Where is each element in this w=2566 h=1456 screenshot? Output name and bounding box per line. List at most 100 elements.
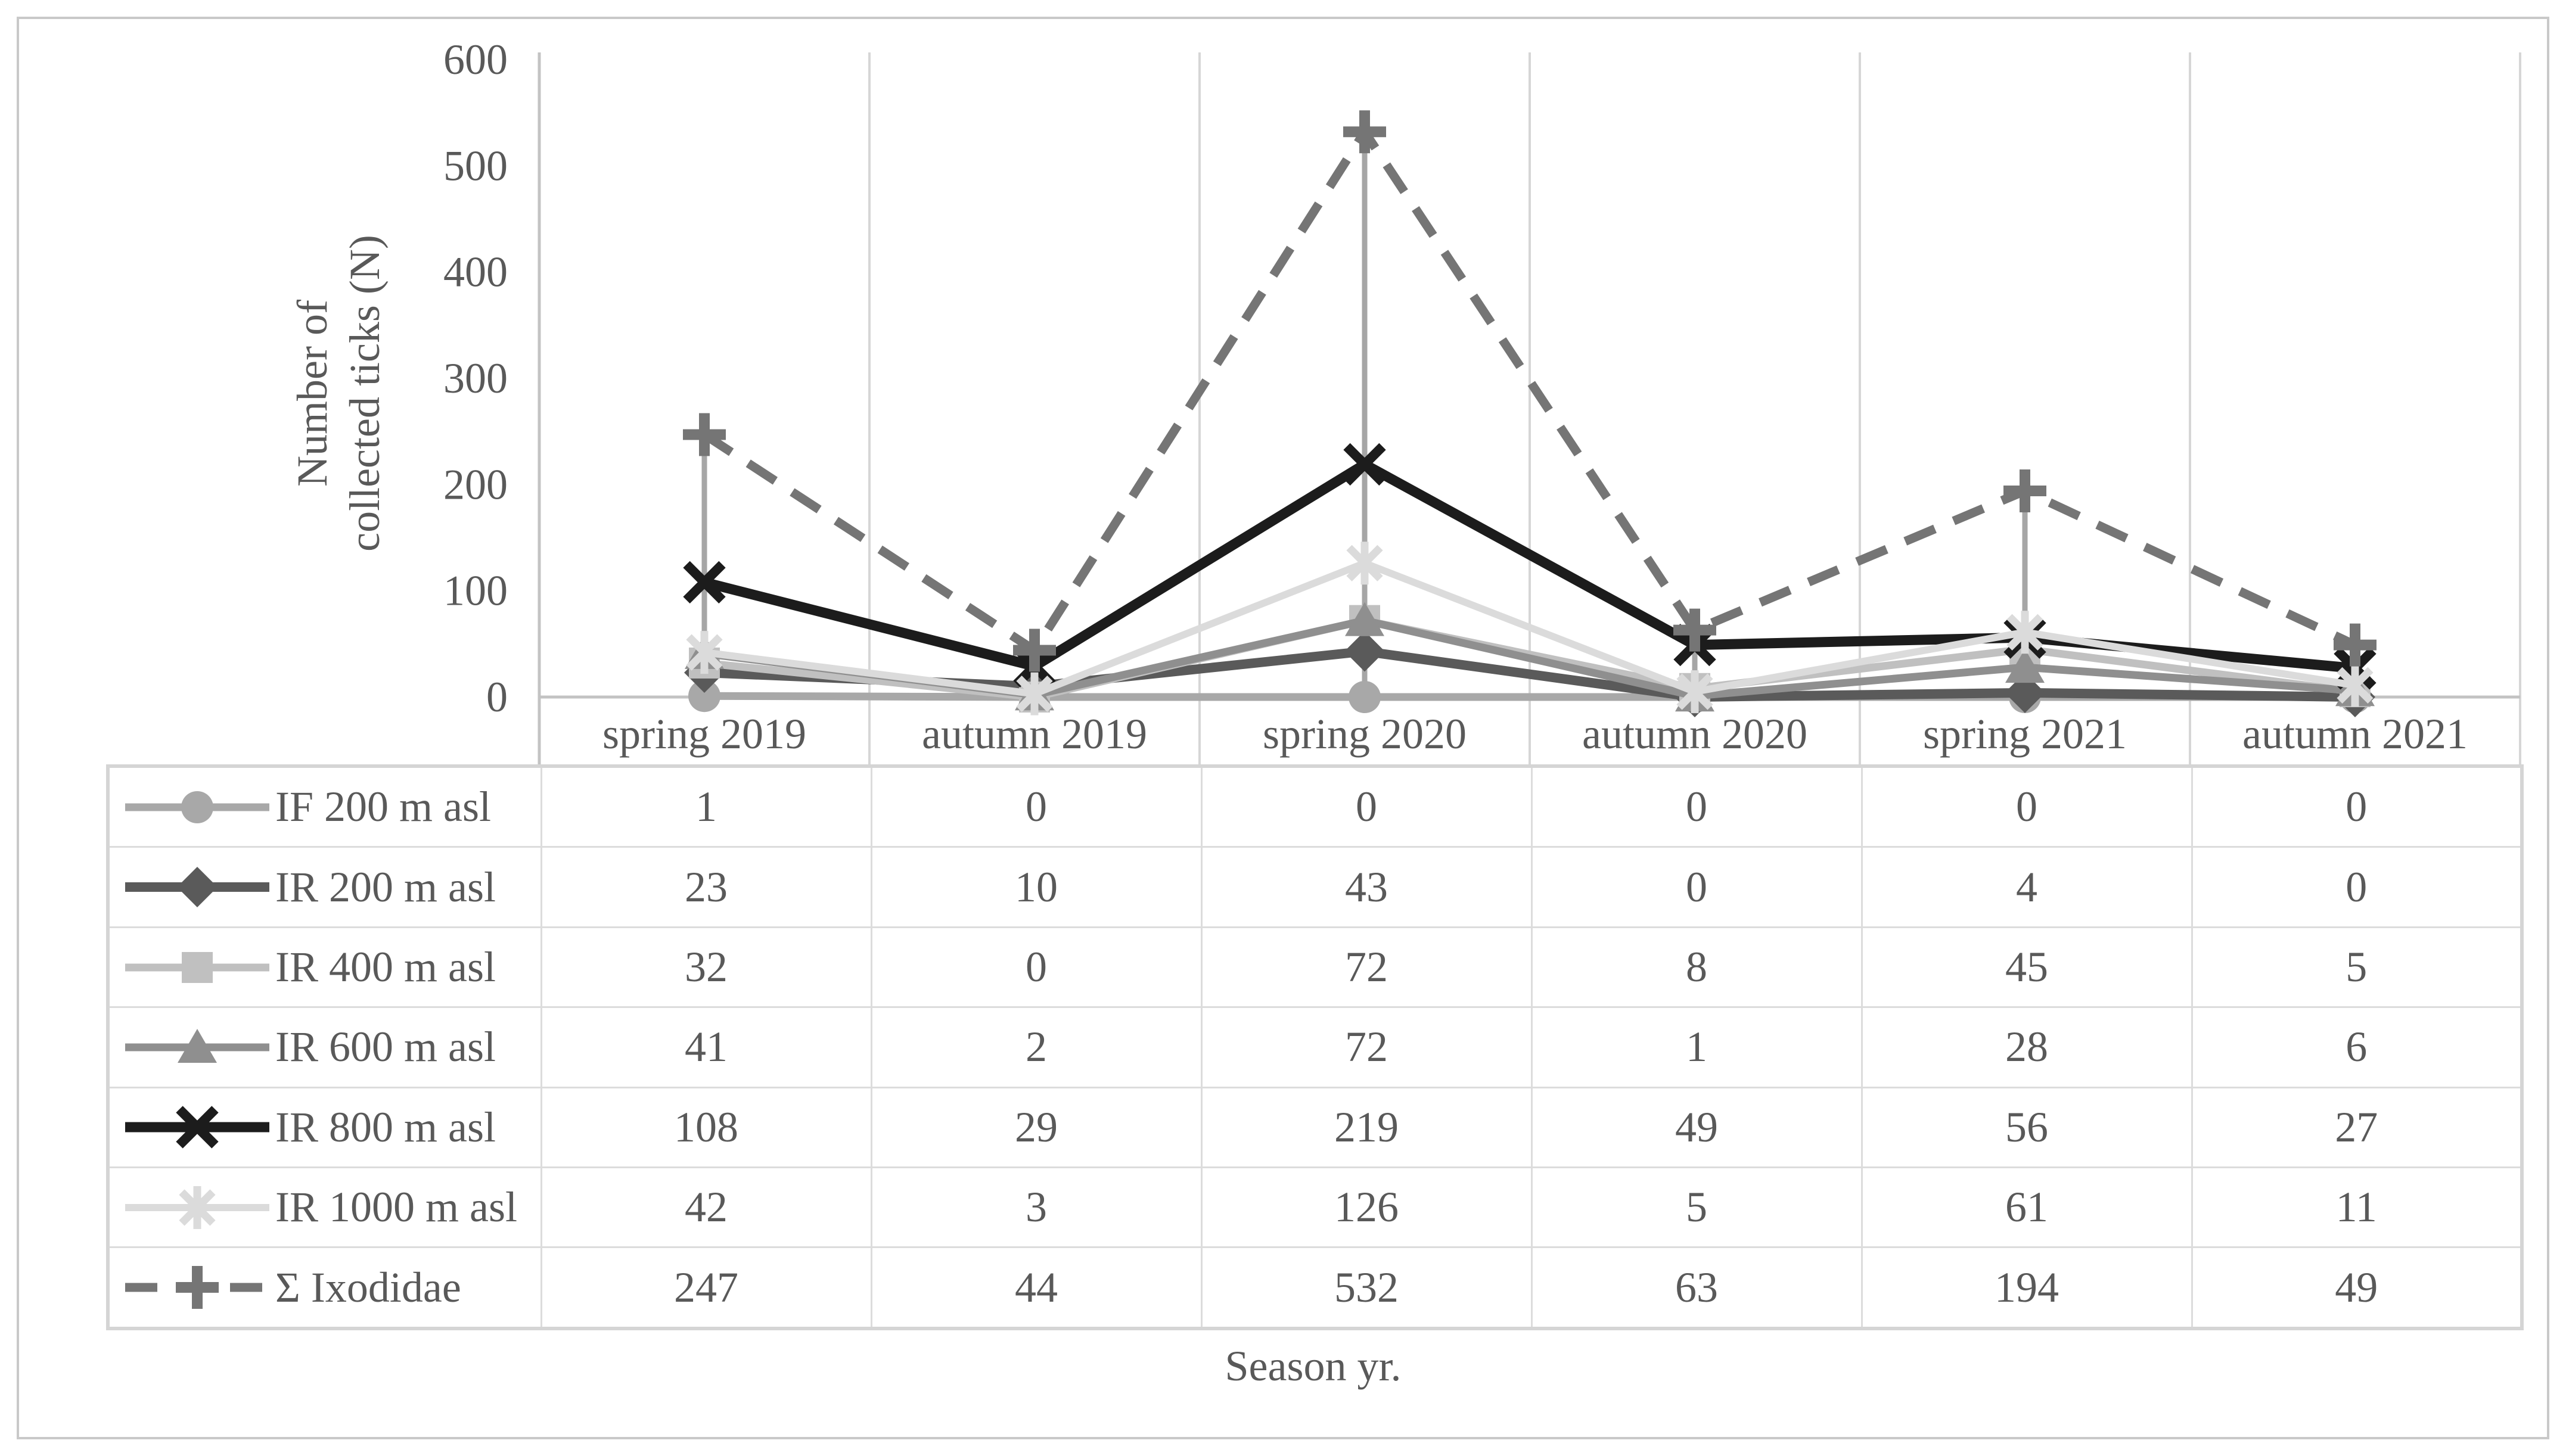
star-marker [2006,611,2043,654]
x-category-label: autumn 2020 [1582,710,1807,758]
y-tick-label: 600 [443,36,508,83]
x-marker [176,1106,219,1149]
y-tick-label: 0 [486,673,508,721]
x-category-label: spring 2020 [1263,710,1467,758]
value-cell: 0 [1860,765,2193,848]
value-cell: 27 [2191,1086,2523,1169]
value-cell: 0 [870,765,1203,848]
y-tick-label: 300 [443,354,508,402]
legend-key-x-icon [125,1106,269,1149]
value-cell: 61 [1860,1166,2193,1249]
star-marker [2337,664,2374,707]
value-cell: 4 [1860,846,2193,928]
legend-key-and-label: IR 600 m asl [110,1010,540,1084]
legend-key-and-label: IR 200 m asl [110,850,540,924]
y-tick-label: 500 [443,142,508,189]
series-name: Σ Ixodidae [275,1263,461,1311]
value-cell: 0 [1200,765,1533,848]
value-cell: 44 [870,1246,1203,1330]
value-cell: 32 [540,926,872,1009]
y-tick-label: 200 [443,461,508,508]
series-line-5 [701,559,2359,698]
series-line-6 [701,127,2357,655]
value-cell: 10 [870,846,1203,928]
x-marker [1343,443,1386,486]
legend-cell: IF 200 m asl [107,765,542,848]
value-cell: 3 [870,1166,1203,1249]
table-row: IR 200 m asl 23 10 43 0 4 0 [107,846,2523,928]
x-category-label: spring 2021 [1923,710,2127,758]
table-row: IF 200 m asl 1 0 0 0 0 0 [107,765,2523,848]
legend-key-diamond-icon [125,867,269,908]
legend-key-and-label: Σ Ixodidae [110,1250,540,1324]
series-name: IR 200 m asl [275,863,496,911]
x-axis-title: Season yr. [1225,1342,1402,1390]
x-category-label: autumn 2021 [2242,710,2468,758]
plus-marker [1673,608,1716,652]
triangle-marker [178,1028,217,1063]
value-cell: 29 [870,1086,1203,1169]
legend-key-and-label: IR 1000 m asl [110,1171,540,1245]
value-cell: 5 [2191,926,2523,1009]
value-cell: 72 [1200,926,1533,1009]
legend-cell: IR 600 m asl [107,1006,542,1088]
y-tick-label: 100 [443,567,508,615]
x-category-label: autumn 2019 [922,710,1147,758]
plus-marker [683,413,726,456]
square-marker [182,951,213,983]
triangle-marker [1345,602,1384,636]
star-marker [1346,542,1383,585]
value-cell: 41 [540,1006,872,1088]
circle-marker [1349,681,1381,713]
plus-marker [2003,469,2046,513]
series-name: IR 800 m asl [275,1103,496,1151]
value-cell: 56 [1860,1086,2193,1169]
value-cell: 0 [2191,846,2523,928]
plus-marker [176,1266,219,1309]
plus-marker [2334,623,2376,667]
legend-key-and-label: IR 400 m asl [110,931,540,1004]
series-name: IR 400 m asl [275,943,496,991]
x-category-label: spring 2019 [602,710,806,758]
table-row: IR 800 m asl 108 29 219 49 56 27 [107,1086,2523,1169]
value-cell: 28 [1860,1006,2193,1088]
legend-key-plus-icon [125,1266,269,1309]
value-cell: 2 [870,1006,1203,1088]
legend-key-and-label: IR 800 m asl [110,1090,540,1164]
legend-key-circle-icon [125,791,269,823]
value-cell: 0 [1530,765,1863,848]
legend-key-and-label: IF 200 m asl [110,770,540,844]
y-axis-title-line1: Number of [288,300,336,487]
series-name: IF 200 m asl [275,783,492,831]
circle-marker [181,791,213,823]
star-marker [179,1186,216,1229]
value-cell: 45 [1860,926,2193,1009]
circle-marker [688,680,720,713]
value-cell: 108 [540,1086,872,1169]
value-cell: 6 [2191,1006,2523,1088]
legend-cell: Σ Ixodidae [107,1246,542,1330]
value-cell: 72 [1200,1006,1533,1088]
value-cell: 8 [1530,926,1863,1009]
value-cell: 63 [1530,1246,1863,1330]
table-row: IR 1000 m asl 42 3 126 5 61 11 [107,1166,2523,1249]
triangle-marker [2005,649,2045,683]
value-cell: 11 [2191,1166,2523,1249]
value-cell: 49 [2191,1246,2523,1330]
value-cell: 1 [1530,1006,1863,1088]
legend-cell: IR 200 m asl [107,846,542,928]
plus-marker [1343,110,1386,154]
data-table: IF 200 m asl 1 0 0 0 0 0 IR 200 m asl 23 10 43 0 4 0 I… [106,764,2524,1330]
legend-key-star-icon [125,1186,269,1229]
series-name: IR 600 m asl [275,1023,496,1071]
value-cell: 0 [1530,846,1863,928]
star-marker [1676,670,1713,714]
value-cell: 194 [1860,1246,2193,1330]
legend-key-square-icon [125,951,269,983]
legend-cell: IR 1000 m asl [107,1166,542,1249]
value-cell: 23 [540,846,872,928]
value-cell: 49 [1530,1086,1863,1169]
table-row: IR 400 m asl 32 0 72 8 45 5 [107,926,2523,1009]
legend-cell: IR 400 m asl [107,926,542,1009]
